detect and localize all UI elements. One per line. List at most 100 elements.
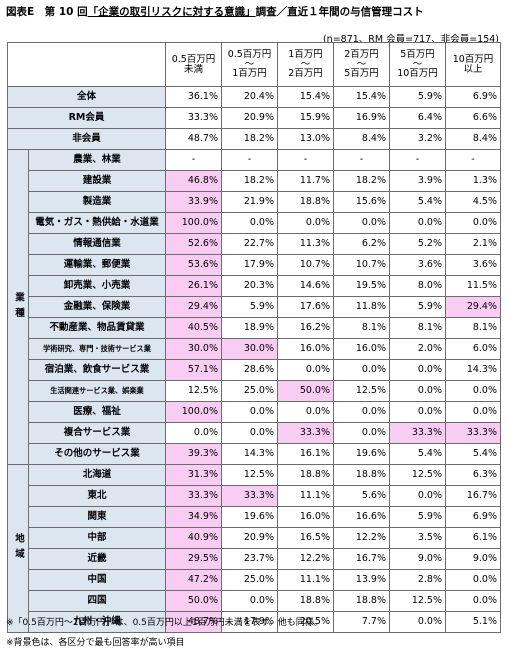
- value-cell: 8.4%: [333, 128, 390, 150]
- value-cell: 12.5%: [165, 380, 222, 402]
- table-body: 全体 36.1% 20.4% 15.4% 15.4% 5.9% 6.9% RM会員 33.3% 2…: [7, 86, 501, 633]
- value-cell: 13.9%: [333, 569, 390, 591]
- value-cell: 29.4%: [165, 296, 222, 318]
- value-cell: 40.5%: [165, 317, 222, 339]
- value-cell: 18.2%: [221, 128, 278, 150]
- title-survey-name: 「企業の取引リスクに対する意識」: [87, 6, 256, 18]
- value-cell: 19.6%: [333, 443, 390, 465]
- value-cell: 14.3%: [445, 359, 501, 381]
- value-cell: -: [165, 149, 222, 171]
- value-cell: 5.9%: [389, 506, 446, 528]
- row-label: 電気・ガス・熱供給・水道業: [28, 212, 166, 234]
- column-header-line: ～: [244, 58, 255, 70]
- column-header-line: ～: [300, 58, 311, 70]
- value-cell: 57.1%: [165, 359, 222, 381]
- column-header-line: 1百万円: [232, 68, 267, 80]
- value-cell: 8.1%: [445, 317, 501, 339]
- row-label: 関東: [28, 506, 166, 528]
- value-cell: 40.9%: [165, 527, 222, 549]
- row-label: 不動産業、物品賃貸業: [28, 317, 166, 339]
- row-label: 複合サービス業: [28, 422, 166, 444]
- column-header-line: 5百万円: [400, 48, 435, 60]
- value-cell: 8.1%: [389, 317, 446, 339]
- value-cell: 5.4%: [389, 443, 446, 465]
- value-cell: 33.3%: [445, 422, 501, 444]
- value-cell: 3.6%: [445, 254, 501, 276]
- summary-row: 全体 36.1% 20.4% 15.4% 15.4% 5.9% 6.9%: [7, 86, 501, 108]
- header-corner: [7, 42, 166, 87]
- row-label: 建設業: [28, 170, 166, 192]
- value-cell: -: [389, 149, 446, 171]
- value-cell: 0.0%: [221, 422, 278, 444]
- table-row: 情報通信業 52.6% 22.7% 11.3% 6.2% 5.2% 2.1%: [8, 233, 501, 255]
- value-cell: 31.3%: [165, 464, 222, 486]
- value-cell: -: [221, 149, 278, 171]
- value-cell: 53.6%: [165, 254, 222, 276]
- column-header-line: 未満: [183, 63, 203, 75]
- value-cell: 14.6%: [277, 275, 334, 297]
- table-row: 業種 農業、林業 - - - - - -: [7, 149, 501, 465]
- row-label: 北海道: [28, 464, 166, 486]
- value-cell: 15.4%: [277, 86, 334, 108]
- value-cell: 16.7%: [445, 485, 501, 507]
- summary-row-label: 非会員: [7, 128, 166, 150]
- value-cell: 26.1%: [165, 275, 222, 297]
- value-cell: 46.8%: [165, 170, 222, 192]
- table-row: 不動産業、物品賃貸業 40.5% 18.9% 16.2% 8.1% 8.1% 8.1%: [8, 317, 501, 339]
- value-cell: 20.9%: [221, 107, 278, 129]
- value-cell: 50.0%: [165, 590, 222, 612]
- table-row: 四国 50.0% 0.0% 18.8% 18.8% 12.5% 0.0%: [8, 590, 501, 612]
- table-row: 宿泊業、飲食サービス業 57.1% 28.6% 0.0% 0.0% 0.0% 14.3%: [8, 359, 501, 381]
- value-cell: 23.7%: [221, 548, 278, 570]
- table-row: 卸売業、小売業 26.1% 20.3% 14.6% 19.5% 8.0% 11.5%: [8, 275, 501, 297]
- column-header-0: 0.5百万円 未満: [165, 42, 222, 87]
- value-cell: -: [333, 149, 390, 171]
- value-cell: 16.0%: [333, 338, 390, 360]
- row-label: 製造業: [28, 191, 166, 213]
- value-cell: 8.1%: [333, 317, 390, 339]
- value-cell: 33.3%: [165, 485, 222, 507]
- value-cell: 11.1%: [277, 569, 334, 591]
- table-row: 建設業 46.8% 18.2% 11.7% 18.2% 3.9% 1.3%: [8, 170, 501, 192]
- row-label: 医療、福祉: [28, 401, 166, 423]
- value-cell: 20.4%: [221, 86, 278, 108]
- table-row: 金融業、保険業 29.4% 5.9% 17.6% 11.8% 5.9% 29.4%: [8, 296, 501, 318]
- footnote-range-definition: ※「0.5百万円～1百万円」は、0.5百万円以上1百万円未満を表す。他も同様。: [6, 618, 323, 628]
- value-cell: 33.3%: [165, 107, 222, 129]
- column-header-line: 5百万円: [344, 68, 379, 80]
- value-cell: 3.2%: [389, 128, 446, 150]
- value-cell: 0.0%: [333, 359, 390, 381]
- value-cell: 19.5%: [333, 275, 390, 297]
- value-cell: 29.5%: [165, 548, 222, 570]
- value-cell: 16.6%: [333, 506, 390, 528]
- value-cell: 8.0%: [389, 275, 446, 297]
- value-cell: 0.0%: [389, 212, 446, 234]
- value-cell: 100.0%: [165, 212, 222, 234]
- value-cell: 11.3%: [277, 233, 334, 255]
- title-prefix: 図表E 第 10 回: [6, 6, 88, 18]
- value-cell: 0.0%: [221, 401, 278, 423]
- column-header-line: 0.5百万円: [171, 53, 216, 65]
- value-cell: 6.0%: [445, 338, 501, 360]
- value-cell: 0.0%: [389, 611, 446, 633]
- value-cell: 11.8%: [333, 296, 390, 318]
- column-header-5: 10百万円 以上: [445, 42, 501, 87]
- value-cell: 18.8%: [277, 191, 334, 213]
- value-cell: 33.9%: [165, 191, 222, 213]
- value-cell: 6.9%: [445, 506, 501, 528]
- value-cell: 7.7%: [333, 611, 390, 633]
- value-cell: 0.0%: [389, 485, 446, 507]
- value-cell: 22.7%: [221, 233, 278, 255]
- row-label: 農業、林業: [28, 149, 166, 171]
- value-cell: 2.1%: [445, 233, 501, 255]
- value-cell: 3.9%: [389, 170, 446, 192]
- value-cell: 2.0%: [389, 338, 446, 360]
- value-cell: 0.0%: [445, 569, 501, 591]
- table-row: 電気・ガス・熱供給・水道業 100.0% 0.0% 0.0% 0.0% 0.0% 0.0%: [8, 212, 501, 234]
- row-label: 東北: [28, 485, 166, 507]
- value-cell: 0.0%: [445, 380, 501, 402]
- value-cell: 5.9%: [389, 86, 446, 108]
- value-cell: 14.3%: [221, 443, 278, 465]
- value-cell: 15.9%: [277, 107, 334, 129]
- column-header-line: ～: [356, 58, 367, 70]
